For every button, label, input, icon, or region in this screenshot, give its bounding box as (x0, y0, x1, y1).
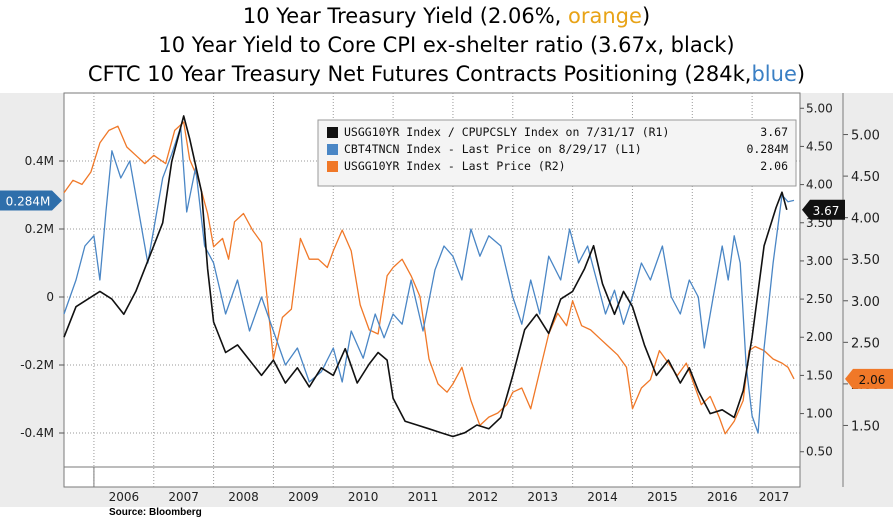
right1-tick-label: 3.00 (806, 254, 833, 268)
x-tick-label: 2012 (468, 490, 499, 504)
right2-tick-label: 3.00 (851, 295, 880, 310)
x-tick-label: 2017 (759, 490, 790, 504)
legend-label-yield: USGG10YR Index - Last Price (R2) (344, 159, 566, 173)
right2-tick-label: 4.50 (851, 170, 880, 185)
legend-value-yield: 2.06 (760, 159, 788, 173)
right1-last-value-label: 3.67 (813, 204, 840, 218)
x-tick-label: 2011 (408, 490, 439, 504)
left-tick-label: 0.4M (25, 154, 54, 168)
title-line-1-color-word: orange (568, 4, 642, 28)
right2-tick-label: 4.00 (851, 212, 880, 227)
legend-box (317, 119, 797, 187)
title-line-3-prefix: CFTC 10 Year Treasury Net Futures Contra… (87, 62, 752, 86)
left-tick-label: 0 (46, 290, 54, 304)
source-note: Source: Bloomberg (109, 507, 202, 518)
legend-swatch-yield (327, 161, 338, 172)
right1-tick-label: 1.00 (806, 407, 833, 421)
right1-tick-label: 4.00 (806, 178, 833, 192)
left-tick-label: -0.4M (20, 426, 54, 440)
title-line-3-color-word: blue (751, 62, 797, 86)
series-line-yield (63, 121, 795, 435)
left-tick-label: 0.2M (25, 222, 54, 236)
right2-tick-label: 5.00 (851, 129, 880, 144)
series-lines (63, 115, 795, 438)
chart-title-block: 10 Year Treasury Yield (2.06%, orange) 1… (0, 2, 893, 89)
right2-tick-label: 3.50 (851, 253, 880, 268)
right1-tick-label: 1.50 (806, 368, 833, 382)
chart-title-line-3: CFTC 10 Year Treasury Net Futures Contra… (0, 60, 893, 89)
series-line-futures (63, 126, 795, 434)
chart-title-line-2: 10 Year Yield to Core CPI ex-shelter rat… (158, 33, 735, 57)
x-tick-label: 2010 (348, 490, 379, 504)
legend-label-futures: CBT4TNCN Index - Last Price on 8/29/17 (… (344, 142, 642, 156)
right2-tick-label: 2.50 (851, 336, 880, 351)
x-tick-label: 2013 (527, 490, 558, 504)
x-tick-label: 2007 (168, 490, 199, 504)
legend-value-ratio: 3.67 (760, 125, 788, 139)
right1-tick-label: 4.50 (806, 139, 833, 153)
right1-tick-label: 2.00 (806, 330, 833, 344)
x-tick-label: 2016 (707, 490, 738, 504)
series-line-ratio (63, 115, 788, 438)
legend-label-ratio: USGG10YR Index / CPUPCSLY Index on 7/31/… (344, 125, 669, 139)
x-tick-label: 2015 (647, 490, 678, 504)
left-tick-label: -0.2M (20, 358, 54, 372)
left-last-value-marker (0, 190, 62, 211)
x-tick-label: 2014 (587, 490, 618, 504)
right2-last-value-marker (845, 368, 893, 389)
title-line-3-suffix: ) (796, 62, 806, 86)
right1-last-value-marker (802, 199, 845, 220)
right1-tick-label: 2.50 (806, 292, 833, 306)
legend-swatch-ratio (327, 127, 338, 138)
right2-last-value-label: 2.06 (859, 373, 886, 387)
x-tick-label: 2008 (228, 490, 259, 504)
x-tick-label: 2006 (109, 490, 140, 504)
left-last-value-label: 0.284M (6, 194, 51, 208)
legend: USGG10YR Index / CPUPCSLY Index on 7/31/… (317, 119, 797, 187)
title-line-1-suffix: ) (641, 4, 651, 28)
right1-tick-label: 0.50 (806, 445, 833, 459)
legend-swatch-futures (327, 144, 338, 155)
legend-value-futures: 0.284M (746, 142, 788, 156)
last-value-markers: 0.284M 3.67 2.06 (0, 190, 893, 389)
x-tick-label: 2009 (288, 490, 319, 504)
right2-tick-label: 1.50 (851, 419, 880, 434)
chart-title-line-1: 10 Year Treasury Yield (2.06%, orange) (0, 2, 893, 31)
title-line-1-prefix: 10 Year Treasury Yield (2.06%, (242, 4, 569, 28)
right1-tick-label: 5.00 (806, 101, 833, 115)
